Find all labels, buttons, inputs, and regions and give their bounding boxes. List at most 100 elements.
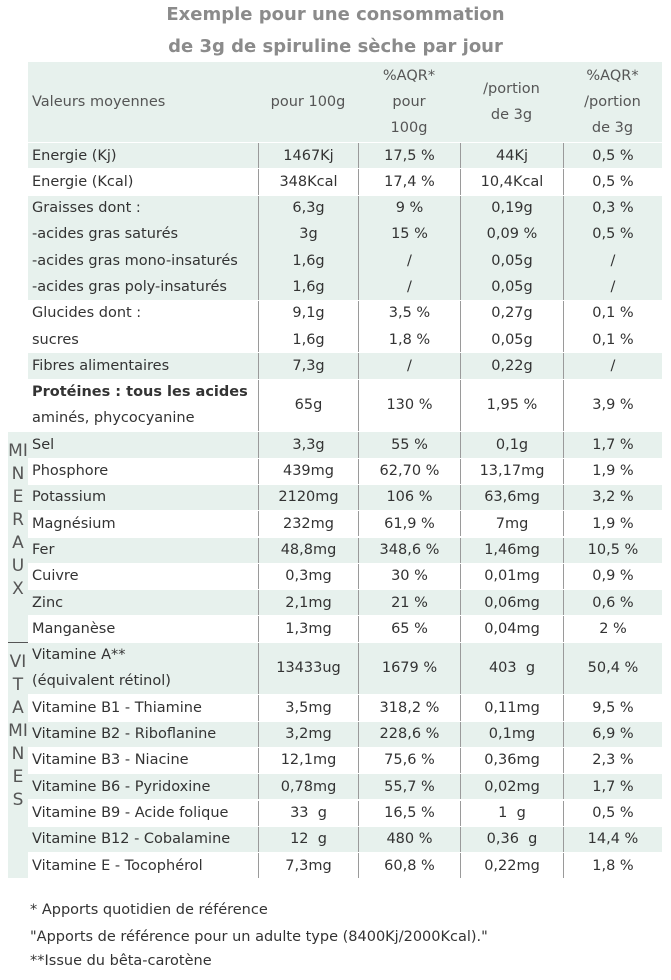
value-cell: 1,9 %	[563, 511, 662, 537]
value-cell: 62,70 %	[358, 458, 460, 484]
value-cell: 3,3g	[258, 432, 358, 458]
cell-text: /portion	[584, 93, 641, 110]
table-row: Vitamine B3 - Niacine 12,1mg 75,6 % 0,36mg 2…	[28, 747, 662, 774]
value-cell: 17,5 %	[358, 143, 460, 169]
cell-text: 1,46mg	[484, 542, 540, 558]
value-cell: 7,3g	[258, 353, 358, 379]
cell-text: 318,2 %	[379, 699, 440, 716]
cell-text: 0,05g	[491, 278, 533, 295]
cell-text: Fer	[32, 542, 55, 558]
cell-text: 7mg	[495, 515, 529, 532]
value-cell: 3,9 %	[563, 379, 662, 432]
cell-text: Zinc	[32, 594, 64, 611]
cell-text: 3,5 %	[388, 305, 431, 322]
value-cell: 75,6 %	[358, 747, 460, 774]
cell-text: 0,11mg	[484, 699, 540, 716]
cell-text: Vitamine B3 - Niacine	[32, 752, 189, 769]
row-label: Glucides dont : sucres	[28, 301, 258, 353]
row-label: Vitamine A** (équivalent rétinol)	[28, 643, 258, 695]
value-cell: 228,6 %	[358, 721, 460, 747]
cell-text: 65 %	[391, 620, 428, 637]
cell-text: 0,5 %	[592, 805, 634, 821]
value-cell: 2 %	[563, 616, 662, 642]
row-label: Vitamine B1 - Thiamine	[28, 695, 258, 720]
cell-text: 61,9 %	[384, 515, 435, 532]
cell-text: Energie (Kj)	[32, 147, 117, 164]
value-cell: pour 100g	[258, 62, 358, 142]
cell-text: 7,3g	[292, 357, 325, 374]
cell-text: 0,06mg	[484, 594, 540, 611]
cell-text: 0,22g	[491, 357, 533, 374]
cell-text: 9,1g	[292, 305, 325, 322]
value-cell: 13,17mg	[460, 458, 563, 484]
section-label: MINERAUX	[8, 441, 28, 600]
cell-text: 3,5mg	[285, 699, 332, 716]
value-cell: /	[563, 353, 662, 379]
value-cell: 13433ug	[258, 642, 358, 695]
cell-text: 0,01mg	[484, 568, 540, 585]
table-row: Energie (Kcal) 348Kcal 17,4 % 10,4Kcal 0,5 %	[28, 169, 662, 195]
header-row: Valeurs moyennes pour 100g %AQR* pour 100g/p…	[28, 62, 662, 142]
value-cell: 0,3mg	[258, 563, 358, 590]
cell-text: Vitamine E - Tocophérol	[32, 857, 203, 874]
value-cell: 9,5 %	[563, 695, 662, 721]
cell-text: Phosphore	[32, 463, 109, 480]
cell-text: 15 %	[391, 226, 428, 243]
value-cell: 0,9 %	[563, 563, 662, 590]
row-label: Protéines : tous les acides aminés, phyco…	[28, 380, 258, 432]
table-row: Vitamine B1 - Thiamine 3,5mg 318,2 % 0,11mg…	[28, 695, 662, 721]
value-cell: 0,5 %	[563, 143, 662, 169]
cell-text: 480 %	[386, 831, 433, 848]
value-cell: 9 % 15 % / /	[358, 195, 460, 300]
row-label: Valeurs moyennes	[28, 62, 258, 142]
value-cell: 0,01mg	[460, 563, 563, 590]
row-label: Potassium	[28, 485, 258, 510]
cell-text: 1,7 %	[592, 778, 634, 795]
cell-text: Protéines : tous les acides	[32, 384, 248, 401]
table-row: Vitamine E - Tocophérol 7,3mg 60,8 % 0,22mg…	[28, 853, 662, 879]
footnote: **Issue du bêta-carotène	[30, 953, 212, 969]
cell-text: 62,70 %	[379, 463, 440, 480]
cell-text: 0,05g	[491, 331, 533, 348]
cell-text: 10,4Kcal	[480, 173, 544, 190]
value-cell: 0,11mg	[460, 695, 563, 721]
cell-text: 1,8 %	[388, 331, 431, 348]
cell-text: 63,6mg	[484, 489, 540, 506]
value-cell: 0,1 % 0,1 %	[563, 300, 662, 353]
section-separator	[8, 641, 28, 643]
cell-text: 0,1mg	[488, 726, 536, 743]
row-label: Phosphore	[28, 459, 258, 484]
row-label: Graisses dont : -acides gras saturés -acid…	[28, 196, 258, 300]
table-row: Glucides dont : sucres 9,1g 1,6g 3,5 % 1,8 % 0…	[28, 300, 662, 353]
cell-text: 16,5 %	[384, 805, 435, 821]
title-line: Exemple pour une consommation	[166, 4, 505, 25]
value-cell: 439mg	[258, 458, 358, 484]
cell-text: 13,17mg	[479, 463, 545, 480]
value-cell: %AQR* /portion de 3g	[563, 62, 662, 142]
cell-text: Manganèse	[32, 620, 116, 637]
cell-text: de 3g	[490, 107, 533, 123]
table-row: Energie (Kj) 1467Kj 17,5 % 44Kj 0,5 %	[28, 143, 662, 169]
value-cell: 403 g	[460, 642, 563, 695]
value-cell: 318,2 %	[358, 695, 460, 721]
value-cell: 0,22g	[460, 353, 563, 379]
value-cell: 7,3mg	[258, 853, 358, 879]
row-label: Vitamine B2 - Riboflanine	[28, 722, 258, 747]
value-cell: 33 g	[258, 800, 358, 826]
value-cell: 0,36 g	[460, 826, 563, 853]
cell-text: 0,5 %	[592, 147, 634, 164]
cell-text: 55 %	[391, 436, 428, 453]
cell-text: 403 g	[488, 660, 536, 677]
cell-text: 17,4 %	[384, 173, 435, 190]
cell-text: Sel	[32, 436, 55, 453]
cell-text: /	[407, 357, 412, 374]
table-row: Magnésium 232mg 61,9 % 7mg 1,9 %	[28, 511, 662, 537]
value-cell: 0,1g	[460, 432, 563, 458]
row-label: Energie (Kj)	[28, 143, 258, 168]
value-cell: 0,5 %	[563, 800, 662, 826]
cell-text: 1,6g	[292, 252, 325, 269]
cell-text: 348Kcal	[279, 173, 338, 190]
cell-text: 33 g	[290, 805, 327, 821]
nutrition-table: Valeurs moyennes pour 100g %AQR* pour 100g/p…	[8, 62, 662, 879]
cell-text: 0,9 %	[592, 568, 634, 585]
